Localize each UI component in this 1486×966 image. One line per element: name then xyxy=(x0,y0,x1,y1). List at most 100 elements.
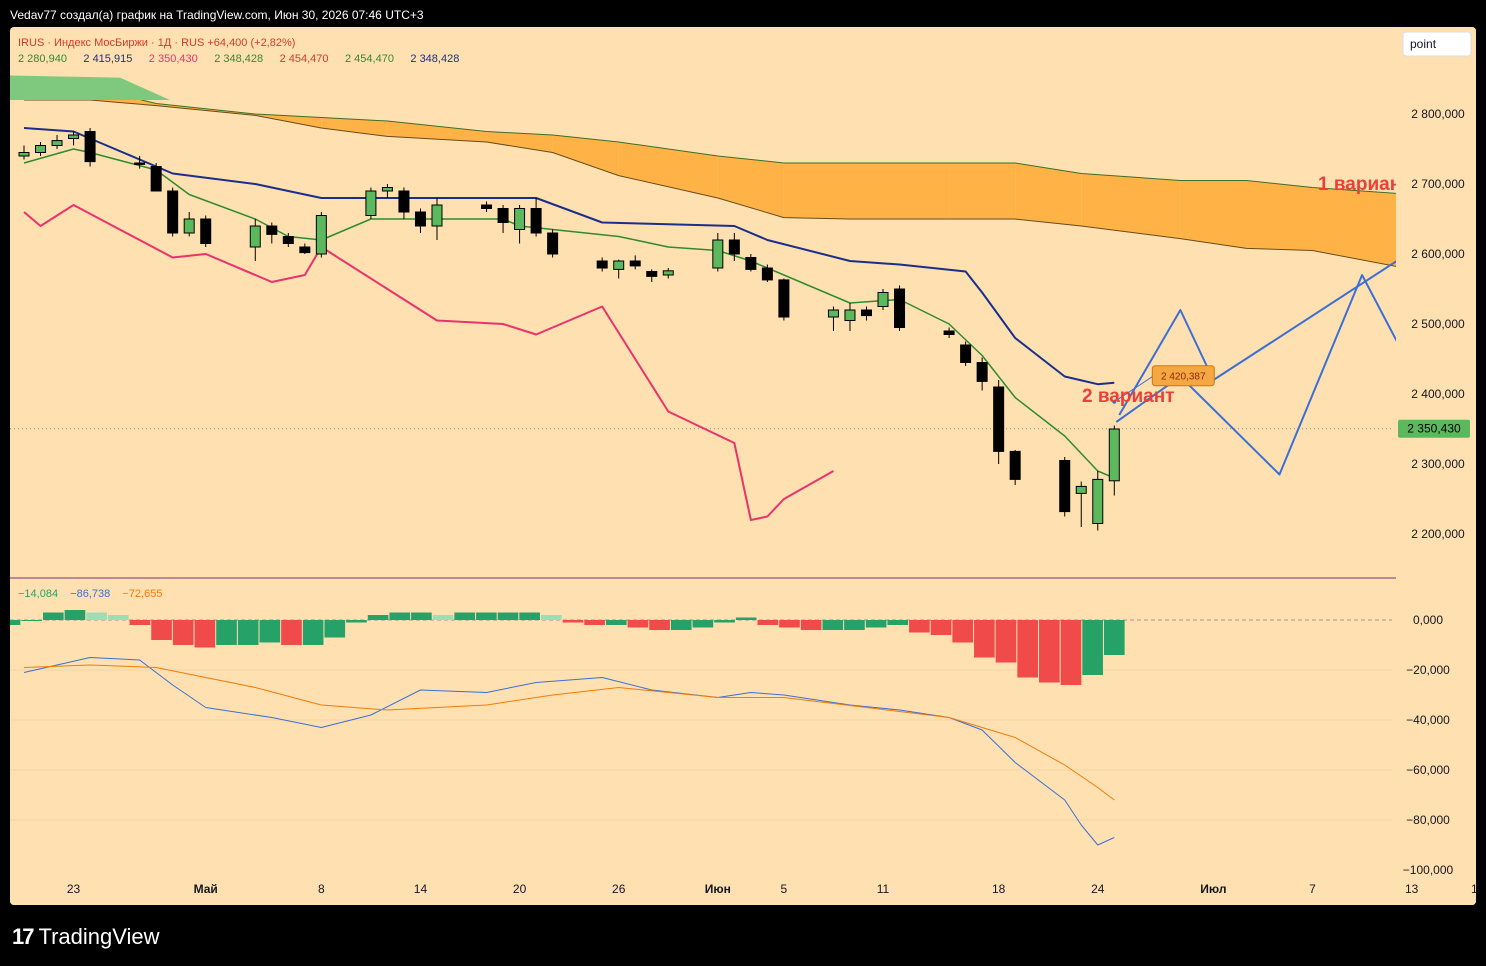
macd-histogram-bar xyxy=(1082,620,1103,675)
candle[interactable] xyxy=(365,187,377,220)
tradingview-logo[interactable]: 17 TradingView xyxy=(12,924,160,950)
candle[interactable] xyxy=(200,215,212,248)
candle[interactable] xyxy=(877,289,889,310)
candle-body xyxy=(315,215,327,255)
candle[interactable] xyxy=(712,233,724,272)
candle-body xyxy=(183,218,195,234)
candle-body xyxy=(1092,478,1104,524)
candle-body xyxy=(398,190,410,213)
macd-histogram-bar xyxy=(844,620,865,630)
candle[interactable] xyxy=(431,198,443,240)
candle-body xyxy=(662,270,674,276)
candle-body xyxy=(745,257,757,270)
cloud-segment xyxy=(321,117,388,137)
cloud-segment xyxy=(552,135,619,176)
macd-histogram-bar xyxy=(476,612,497,620)
candle[interactable] xyxy=(596,257,608,272)
legend-macd-value: −72,655 xyxy=(122,588,162,600)
candle[interactable] xyxy=(150,163,162,192)
candle[interactable] xyxy=(1059,457,1071,517)
candle[interactable] xyxy=(943,327,955,339)
candle[interactable] xyxy=(745,254,757,272)
chart-frame[interactable]: 2 420,387 1 вариант 2 вариант 2 800,000 2 7… xyxy=(10,27,1476,905)
candle[interactable] xyxy=(1092,471,1104,531)
candle[interactable] xyxy=(844,303,856,331)
macd-histogram-bar xyxy=(952,620,974,643)
candle-body xyxy=(646,271,658,277)
price-axis-tick: 2 300,000 xyxy=(1411,457,1465,471)
candle-body xyxy=(84,131,96,163)
candle[interactable] xyxy=(976,357,988,391)
candle[interactable] xyxy=(51,135,63,149)
candle[interactable] xyxy=(662,268,674,279)
candle[interactable] xyxy=(530,198,542,237)
legend-macd-value: −14,084 xyxy=(18,588,58,600)
candle[interactable] xyxy=(84,128,96,167)
candle[interactable] xyxy=(18,145,30,160)
candle[interactable] xyxy=(960,341,972,367)
macd-histogram-bar xyxy=(1017,620,1039,678)
candle[interactable] xyxy=(761,264,773,283)
candle[interactable] xyxy=(398,187,410,220)
time-axis-label: Июл xyxy=(1200,882,1226,896)
candle[interactable] xyxy=(266,222,278,244)
candle[interactable] xyxy=(613,259,625,279)
candle[interactable] xyxy=(134,156,146,169)
price-tag-box[interactable] xyxy=(1151,365,1215,387)
macd-histogram-bar xyxy=(42,612,64,620)
candle-body xyxy=(629,260,641,267)
macd-histogram-bar xyxy=(779,620,800,628)
candle-body xyxy=(877,292,889,307)
candle-body xyxy=(514,208,526,230)
candle[interactable] xyxy=(547,229,559,258)
candle-body xyxy=(299,246,311,254)
legend-macd-value: −86,738 xyxy=(70,588,110,600)
candle[interactable] xyxy=(68,131,80,146)
macd-axis-tick: 0,000 xyxy=(1413,613,1443,627)
candle[interactable] xyxy=(1009,450,1021,485)
macd-histogram-bar xyxy=(670,620,692,630)
candle[interactable] xyxy=(1075,481,1087,528)
candle-body xyxy=(18,152,30,157)
candle[interactable] xyxy=(728,233,740,261)
candle[interactable] xyxy=(629,255,641,270)
candle[interactable] xyxy=(249,219,261,261)
time-axis-label: 7 xyxy=(1309,882,1316,896)
candle-body xyxy=(547,232,559,255)
candle[interactable] xyxy=(894,285,906,332)
candle[interactable] xyxy=(381,184,393,198)
candle[interactable] xyxy=(315,212,327,258)
candle[interactable] xyxy=(860,306,872,321)
candle-body xyxy=(728,239,740,255)
time-axis-label: 13 xyxy=(1405,882,1419,896)
candle[interactable] xyxy=(778,278,790,321)
candle[interactable] xyxy=(414,208,426,234)
candle[interactable] xyxy=(282,233,294,247)
point-button[interactable]: point xyxy=(1402,31,1472,57)
tradingview-logo-text: TradingView xyxy=(38,924,160,949)
candle[interactable] xyxy=(481,201,493,213)
candle[interactable] xyxy=(167,187,179,237)
time-axis-label: 26 xyxy=(612,882,626,896)
price-tag-anchor xyxy=(1112,399,1117,404)
macd-histogram-bar xyxy=(692,620,714,628)
macd-histogram-bar xyxy=(151,620,172,640)
price-axis-tick: 2 800,000 xyxy=(1411,107,1465,121)
candle[interactable] xyxy=(183,212,195,237)
candle[interactable] xyxy=(514,205,526,244)
macd-histogram-bar xyxy=(389,612,411,620)
candle[interactable] xyxy=(646,269,658,282)
candle[interactable] xyxy=(993,380,1005,464)
candle[interactable] xyxy=(1108,425,1120,496)
candle[interactable] xyxy=(827,306,839,332)
macd-axis-tick: −60,000 xyxy=(1406,763,1450,777)
chart-canvas[interactable]: 2 420,387 1 вариант 2 вариант 2 800,000 2 7… xyxy=(10,27,1476,905)
price-axis-tick: 2 400,000 xyxy=(1411,387,1465,401)
macd-histogram-bar xyxy=(411,612,432,620)
candle[interactable] xyxy=(299,243,311,255)
candle-body xyxy=(1059,460,1071,513)
time-axis-label: 11 xyxy=(877,882,890,896)
candle[interactable] xyxy=(497,205,509,233)
grid xyxy=(10,428,1476,821)
candle[interactable] xyxy=(35,142,47,156)
